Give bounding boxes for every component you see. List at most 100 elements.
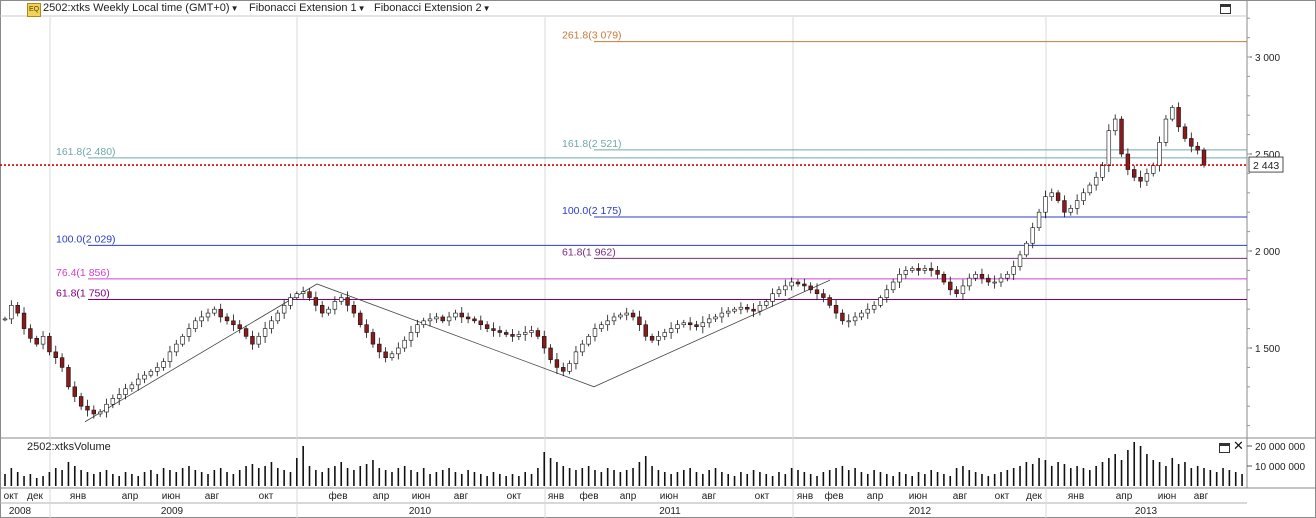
month-label: янв <box>1068 491 1084 502</box>
month-label: июн <box>1158 491 1177 502</box>
volume-bar <box>1165 466 1167 486</box>
volume-bar <box>505 476 507 486</box>
volume-bar <box>226 472 228 486</box>
volume-bar <box>613 470 615 486</box>
volume-bar <box>403 466 406 486</box>
volume-bar <box>124 472 127 486</box>
volume-bar <box>1177 464 1180 486</box>
candle-body <box>827 297 832 306</box>
volume-bar <box>949 476 952 486</box>
volume-bar <box>702 474 704 486</box>
month-label: июн <box>660 491 679 502</box>
candle-body <box>1074 200 1080 209</box>
volume-bar <box>1114 454 1116 486</box>
candle-body <box>700 322 706 327</box>
volume-bar <box>1063 464 1066 486</box>
volume-bar <box>543 452 546 486</box>
volume-bar <box>391 472 393 486</box>
volume-bar <box>816 476 818 486</box>
y-tick-label: 2 500 <box>1255 150 1280 161</box>
volume-bar <box>435 472 438 486</box>
candle-body <box>567 363 572 372</box>
fib2-level-label: 161.8(2 521) <box>562 138 622 150</box>
volume-bar <box>1025 462 1028 486</box>
candle-body <box>694 324 699 327</box>
candle-body <box>637 316 642 326</box>
last-price-box <box>1248 156 1284 173</box>
volume-bar <box>797 470 799 486</box>
volume-bar <box>530 474 533 486</box>
candle-body <box>1176 107 1181 128</box>
candle-body <box>78 396 84 407</box>
volume-bar <box>112 474 114 486</box>
candle-body <box>446 316 452 322</box>
volume-bar <box>1133 442 1136 486</box>
volume-bar <box>1203 468 1205 486</box>
volume-bar <box>35 478 38 486</box>
month-label: окт <box>507 491 522 502</box>
volume-bar <box>346 468 349 486</box>
volume-bar <box>1082 468 1085 486</box>
volume-bar <box>296 458 298 486</box>
study-fib-ext-1[interactable]: Fibonacci Extension 1▼ <box>249 2 366 14</box>
symbol-type-icon[interactable]: EQ <box>27 3 41 17</box>
candle-body <box>256 336 261 345</box>
candle-body <box>878 297 883 306</box>
volume-bar <box>73 466 76 486</box>
candle-body <box>846 320 851 323</box>
candle-body <box>998 277 1004 283</box>
symbol-menu[interactable]: 2502:xtks Weekly Local time (GMT+0)▼ <box>43 2 239 14</box>
maximize-volume-panel-icon[interactable] <box>1219 443 1230 453</box>
volume-bar <box>587 466 590 486</box>
maximize-price-panel-icon[interactable] <box>1220 4 1231 14</box>
candle-body <box>1043 196 1048 213</box>
study-fib-ext-2[interactable]: Fibonacci Extension 2▼ <box>374 2 491 14</box>
month-label: апр <box>867 491 884 502</box>
volume-bar <box>651 466 653 486</box>
candle-body <box>643 324 648 337</box>
candle-body <box>529 330 534 333</box>
volume-bar <box>441 470 444 486</box>
volume-bar <box>1006 470 1009 486</box>
candle-body <box>1138 176 1143 182</box>
volume-bar <box>1057 462 1059 486</box>
volume-bar <box>10 468 13 486</box>
volume-bar <box>143 472 146 486</box>
candle-body <box>421 320 426 326</box>
candle-body <box>136 378 141 386</box>
volume-bar <box>54 468 57 486</box>
candle-body <box>903 270 909 275</box>
volume-bar <box>67 462 70 486</box>
candle-body <box>611 316 617 322</box>
volume-bar <box>930 470 933 486</box>
candle-body <box>478 320 483 326</box>
volume-bar <box>200 472 203 486</box>
volume-bar <box>682 470 685 486</box>
fib2-level-label: 61.8(1 962) <box>562 246 616 258</box>
volume-bar <box>962 466 964 486</box>
volume-bar <box>727 474 730 486</box>
candle-body <box>408 332 414 341</box>
candle-body <box>332 301 338 310</box>
month-label: апр <box>620 491 637 502</box>
volume-bar <box>1127 450 1129 486</box>
volume-bar <box>131 474 133 486</box>
candle-body <box>1100 165 1105 178</box>
volume-bar <box>879 472 882 486</box>
month-label: апр <box>122 491 139 502</box>
volume-bar <box>892 476 894 486</box>
candle-body <box>339 297 344 302</box>
volume-bar <box>828 470 831 486</box>
volume-bar <box>1089 470 1091 486</box>
candle-body <box>40 336 46 345</box>
candle-body <box>922 268 928 271</box>
candle-body <box>687 322 693 326</box>
volume-bar <box>1031 464 1034 486</box>
volume-bar <box>740 472 742 486</box>
close-volume-panel-icon[interactable]: ✕ <box>1233 439 1244 454</box>
volume-bar <box>416 472 419 486</box>
candle-body <box>389 353 395 359</box>
year-label: 2010 <box>409 506 432 517</box>
candle-body <box>1093 176 1099 186</box>
